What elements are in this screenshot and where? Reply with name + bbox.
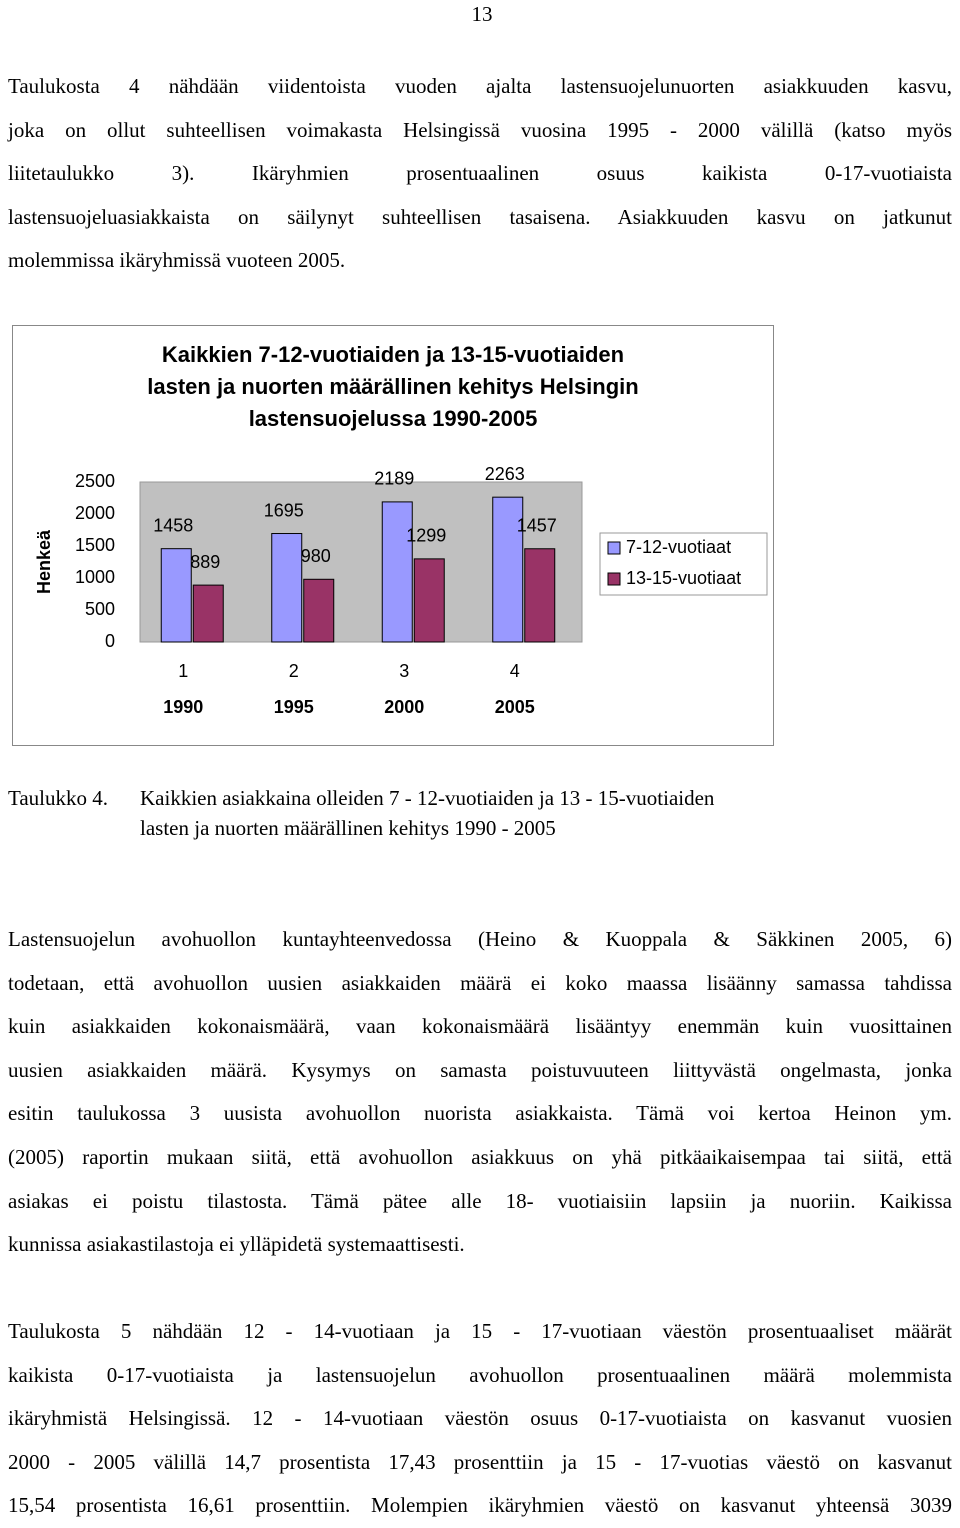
text-line: Lastensuojelun avohuollon kuntayhteenved… [8, 927, 952, 951]
legend-label: 7-12-vuotiaat [626, 537, 731, 557]
paragraph: Taulukosta 5 nähdään 12 - 14-vuotiaan ja… [8, 1310, 952, 1528]
bar [492, 496, 524, 643]
x-year-label: 1990 [163, 697, 203, 717]
bar [381, 501, 413, 643]
bar [160, 548, 192, 643]
data-label: 2189 [374, 469, 414, 489]
chart-title: Kaikkien 7-12-vuotiaiden ja 13-15-vuotia… [162, 342, 624, 367]
text-line: asiakas ei poistu tilastosta. Tämä pätee… [8, 1188, 952, 1213]
caption-line: Kaikkien asiakkaina olleiden 7 - 12-vuot… [140, 786, 715, 810]
caption-line: lasten ja nuorten määrällinen kehitys 19… [140, 816, 556, 840]
paragraph: Lastensuojelun avohuollon kuntayhteenved… [8, 918, 952, 1267]
text-line: todetaan, että avohuollon uusien asiakka… [8, 970, 952, 995]
text-line: 2000 - 2005 välillä 14,7 prosentista 17,… [8, 1449, 952, 1474]
legend-swatch [607, 572, 621, 586]
bar [524, 548, 556, 643]
text-line: kunnissa asiakastilastoja ei ylläpidetä … [8, 1232, 465, 1257]
data-label: 1458 [153, 515, 193, 535]
text-line: molemmissa ikäryhmissä vuoteen 2005. [8, 248, 346, 273]
data-label: 1457 [517, 516, 557, 536]
x-year-label: 1995 [274, 697, 314, 717]
data-label: 980 [301, 546, 331, 566]
bar [303, 578, 335, 643]
bar [271, 533, 303, 643]
x-tick-label: 3 [399, 661, 409, 681]
caption-label: Taulukko 4. [8, 786, 109, 810]
legend-label: 13-15-vuotiaat [626, 568, 741, 588]
paragraph: Taulukosta 4 nähdään viidentoista vuoden… [8, 65, 952, 283]
x-year-label: 2005 [495, 697, 535, 717]
data-label: 1299 [406, 526, 446, 546]
y-tick-label: 1000 [75, 567, 115, 587]
text-line: ikäryhmistä Helsingissä. 12 - 14-vuotiaa… [8, 1406, 952, 1431]
legend-box [599, 532, 768, 596]
data-label: 1695 [264, 500, 304, 520]
chart: Kaikkien 7-12-vuotiaiden ja 13-15-vuotia… [12, 325, 774, 746]
y-tick-label: 2000 [75, 503, 115, 523]
text-line: joka on ollut suhteellisen voimakasta He… [8, 117, 952, 142]
data-label: 2263 [485, 464, 525, 484]
y-tick-label: 2500 [75, 471, 115, 491]
text-line: kaikista 0-17-vuotiaista ja lastensuojel… [8, 1362, 952, 1387]
text-line: (2005) raportin mukaan siitä, että avohu… [8, 1144, 952, 1169]
chart-title: lasten ja nuorten määrällinen kehitys He… [147, 374, 638, 399]
x-tick-label: 1 [178, 661, 188, 681]
x-tick-label: 4 [510, 661, 520, 681]
text-line: esitin taulukossa 3 uusista avohuollon n… [8, 1101, 952, 1126]
y-tick-label: 1500 [75, 535, 115, 555]
y-tick-label: 0 [105, 631, 115, 651]
legend-swatch [607, 541, 621, 555]
text-line: lastensuojeluasiakkaista on säilynyt suh… [8, 204, 952, 229]
x-year-label: 2000 [384, 697, 424, 717]
text-line: kuin asiakkaiden kokonaismäärä, vaan kok… [8, 1014, 952, 1039]
data-label: 889 [190, 552, 220, 572]
text-line: Taulukosta 5 nähdään 12 - 14-vuotiaan ja… [8, 1319, 952, 1343]
text-line: 15,54 prosentista 16,61 prosenttiin. Mol… [8, 1493, 952, 1518]
chart-title: lastensuojelussa 1990-2005 [249, 406, 538, 431]
y-tick-label: 500 [85, 599, 115, 619]
caption: Kaikkien asiakkaina olleiden 7 - 12-vuot… [140, 783, 714, 843]
x-tick-label: 2 [289, 661, 299, 681]
text-line: Taulukosta 4 nähdään viidentoista vuoden… [8, 74, 952, 98]
y-axis-label: Henkeä [34, 529, 54, 594]
text-line: liitetaulukko 3). Ikäryhmien prosentuaal… [8, 161, 952, 186]
bar [192, 584, 224, 643]
text-line: uusien asiakkaiden määrä. Kysymys on sam… [8, 1057, 952, 1082]
bar [413, 558, 445, 643]
page-number: 13 [471, 2, 493, 26]
